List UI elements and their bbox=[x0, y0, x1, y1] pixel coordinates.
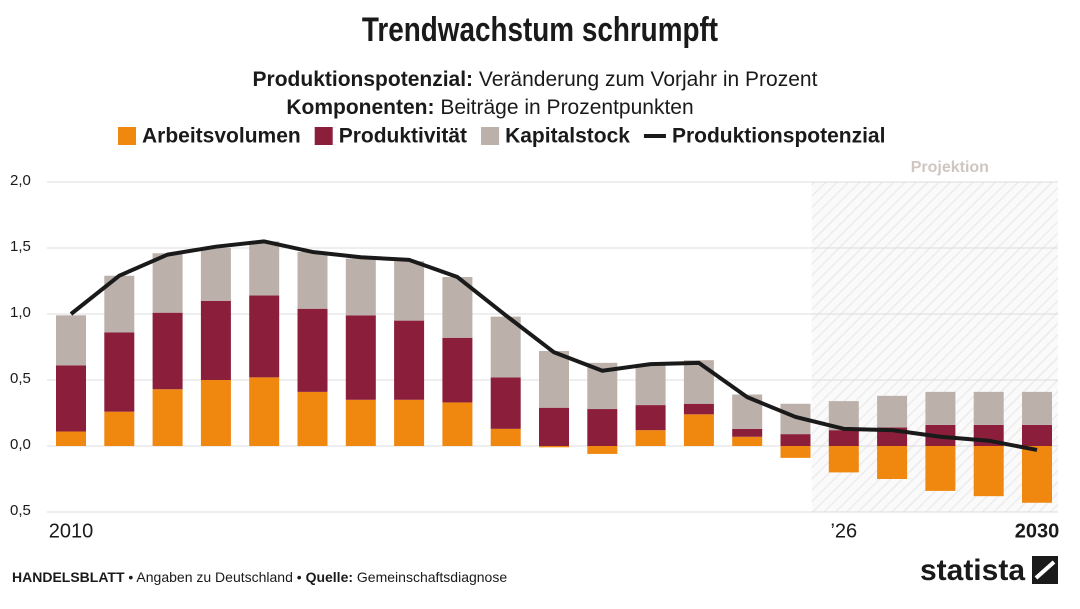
y-tick-label: 1,0 bbox=[10, 304, 31, 321]
bar-segment bbox=[539, 407, 569, 446]
bar-segment bbox=[394, 320, 425, 400]
y-tick-label: 0,0 bbox=[10, 436, 31, 453]
source: Gemeinschaftsdiagnose bbox=[357, 569, 507, 585]
bar-segment bbox=[683, 360, 714, 404]
bar-segment bbox=[828, 430, 859, 446]
bar-segment bbox=[249, 377, 280, 446]
note: • Angaben zu Deutschland • bbox=[128, 569, 301, 585]
legend: Arbeitsvolumen Produktivität Kapitalstock P… bbox=[118, 125, 885, 148]
bar-segment bbox=[442, 337, 473, 403]
bar-segment bbox=[490, 428, 521, 446]
bar-segment bbox=[152, 389, 183, 446]
legend-label: Kapitalstock bbox=[505, 125, 630, 148]
bar-segment bbox=[345, 258, 376, 316]
bar-segment bbox=[56, 365, 86, 432]
projection-label: Projektion bbox=[911, 159, 989, 176]
bar-segment bbox=[104, 411, 135, 446]
bar-segment bbox=[635, 405, 666, 431]
bar-segment bbox=[683, 414, 714, 446]
bar-segment bbox=[877, 446, 908, 479]
bar-segment bbox=[345, 315, 376, 400]
line bbox=[69, 239, 1038, 452]
y-tick-label: 1,5 bbox=[10, 238, 31, 255]
subtitle-bold: Produktionspotenzial: bbox=[253, 68, 474, 91]
bar-segment bbox=[683, 403, 714, 415]
bar-segment bbox=[394, 399, 425, 446]
bar-segment bbox=[56, 315, 86, 366]
legend-label: Arbeitsvolumen bbox=[142, 125, 301, 148]
bar-segment bbox=[394, 261, 425, 321]
x-tick-label: 2030 bbox=[1015, 520, 1060, 542]
x-tick-label: 2010 bbox=[49, 520, 94, 542]
bar-segment bbox=[297, 251, 328, 309]
bar-segment bbox=[587, 409, 618, 446]
bar-segment bbox=[200, 300, 231, 380]
subtitle: Produktionspotenzial: Veränderung zum Vo… bbox=[253, 68, 818, 91]
legend-label: Produktionspotenzial bbox=[672, 125, 886, 148]
bar-segment bbox=[56, 431, 86, 446]
bar-segment bbox=[1022, 424, 1052, 446]
bar-segment bbox=[635, 430, 666, 446]
bar-segment bbox=[877, 395, 908, 428]
bar-segment bbox=[1022, 391, 1052, 425]
bar-segment bbox=[345, 399, 376, 446]
bar-segment bbox=[732, 428, 763, 437]
bar-segment bbox=[1022, 446, 1052, 503]
bar-segment bbox=[200, 380, 231, 446]
bar-segment bbox=[200, 248, 231, 301]
chart-title: Trendwachstum schrumpft bbox=[362, 10, 718, 48]
bar-segment bbox=[780, 434, 811, 446]
bar-segment bbox=[297, 391, 328, 446]
bar-segment bbox=[828, 446, 859, 473]
bar-segment bbox=[297, 308, 328, 392]
bar-segment bbox=[780, 446, 811, 458]
source-label: Quelle: bbox=[306, 569, 353, 585]
bar-segment bbox=[249, 241, 280, 296]
bar-segment bbox=[490, 377, 521, 429]
bar-segment bbox=[152, 253, 183, 313]
bar-segment bbox=[249, 295, 280, 378]
bar-segment bbox=[973, 391, 1004, 425]
plot: Projektion 2,0 1,5 1,0 0,5 0,0 0,5 2010 ’26 2030 bbox=[10, 159, 1059, 542]
legend-label: Produktivität bbox=[339, 125, 467, 148]
bar-segment bbox=[925, 391, 956, 425]
bar-segment bbox=[539, 350, 569, 408]
bar-segment bbox=[635, 364, 666, 406]
brand: HANDELSBLATT bbox=[12, 569, 125, 585]
y-tick-label: 2,0 bbox=[10, 172, 31, 189]
bar-segment bbox=[539, 446, 569, 448]
subtitle-bold: Komponenten: bbox=[286, 96, 434, 119]
logo: statista bbox=[920, 554, 1025, 587]
bar-segment bbox=[732, 436, 763, 446]
subtitle: Komponenten: Beiträge in Prozentpunkten bbox=[286, 96, 693, 119]
bar-segment bbox=[587, 446, 618, 454]
logo-icon-mark bbox=[1034, 560, 1056, 580]
bar-segment bbox=[152, 312, 183, 390]
legend-swatch bbox=[314, 127, 333, 145]
y-tick-label: 0,5 bbox=[10, 502, 31, 519]
legend-swatch bbox=[118, 127, 136, 145]
bar-segment bbox=[973, 446, 1004, 497]
bar-segment bbox=[442, 402, 473, 446]
bar-segment bbox=[490, 316, 521, 378]
bar-segment bbox=[925, 446, 956, 491]
legend-swatch bbox=[481, 127, 500, 145]
subtitle-text: Beiträge in Prozentpunkten bbox=[440, 96, 693, 119]
footer: HANDELSBLATT • Angaben zu Deutschland • … bbox=[12, 569, 507, 585]
x-tick-label: ’26 bbox=[830, 520, 857, 542]
bar-segment bbox=[104, 332, 135, 412]
y-tick-label: 0,5 bbox=[10, 370, 31, 387]
subtitle-text: Veränderung zum Vorjahr in Prozent bbox=[479, 68, 818, 91]
